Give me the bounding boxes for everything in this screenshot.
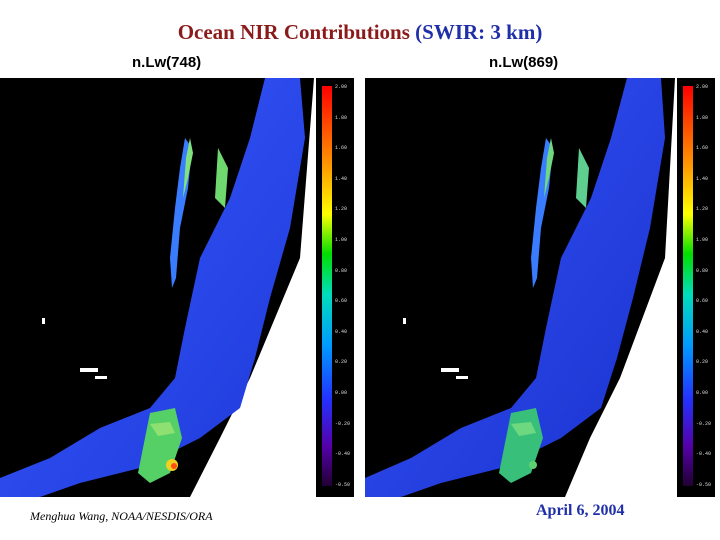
date-text: April 6, 2004 xyxy=(536,502,625,519)
tick: -0.50 xyxy=(696,481,712,488)
tick: 1.20 xyxy=(335,206,348,213)
colorbar-748: 2.00 1.80 1.60 1.40 1.20 1.00 0.80 0.60 … xyxy=(316,78,354,497)
tick: 0.60 xyxy=(696,298,709,305)
credit-text: Menghua Wang, NOAA/NESDIS/ORA xyxy=(30,509,213,523)
tick: 1.00 xyxy=(335,237,348,244)
tick: 0.00 xyxy=(696,390,709,397)
tick: 1.80 xyxy=(696,114,709,121)
slide-title: Ocean NIR Contributions (SWIR: 3 km) xyxy=(0,20,720,45)
panel-label-748: n.Lw(748) xyxy=(132,54,202,71)
tick: 0.20 xyxy=(335,359,348,366)
tick: -0.40 xyxy=(696,451,712,458)
colorbar-ticks: 2.00 1.80 1.60 1.40 1.20 1.00 0.80 0.60 … xyxy=(335,84,354,488)
tick: 2.00 xyxy=(696,84,709,90)
tick: -0.50 xyxy=(335,481,351,488)
colorbar-ticks: 2.00 1.80 1.60 1.40 1.20 1.00 0.80 0.60 … xyxy=(696,84,715,488)
tick: 0.80 xyxy=(696,267,709,274)
tick: 0.40 xyxy=(696,328,709,335)
tick: 0.00 xyxy=(335,390,348,397)
tick: 2.00 xyxy=(335,84,348,90)
colorbar-869: 2.00 1.80 1.60 1.40 1.20 1.00 0.80 0.60 … xyxy=(677,78,715,497)
tick: -0.20 xyxy=(696,420,712,427)
tick: 1.40 xyxy=(335,175,348,182)
title-sub: (SWIR: 3 km) xyxy=(415,20,543,44)
tick: 0.20 xyxy=(696,359,709,366)
tick: 0.60 xyxy=(335,298,348,305)
tick: 1.00 xyxy=(696,237,709,244)
tick: 1.40 xyxy=(696,175,709,182)
satellite-image-869 xyxy=(365,78,675,497)
panel-label-869: n.Lw(869) xyxy=(489,54,559,71)
tick: 1.60 xyxy=(696,145,709,152)
tick: -0.20 xyxy=(335,420,351,427)
tick: 1.20 xyxy=(696,206,709,213)
tick: 1.80 xyxy=(335,114,348,121)
tick: 0.80 xyxy=(335,267,348,274)
satellite-image-748 xyxy=(0,78,314,497)
tick: 0.40 xyxy=(335,328,348,335)
tick: -0.40 xyxy=(335,451,351,458)
title-main: Ocean NIR Contributions xyxy=(177,20,410,44)
tick: 1.60 xyxy=(335,145,348,152)
